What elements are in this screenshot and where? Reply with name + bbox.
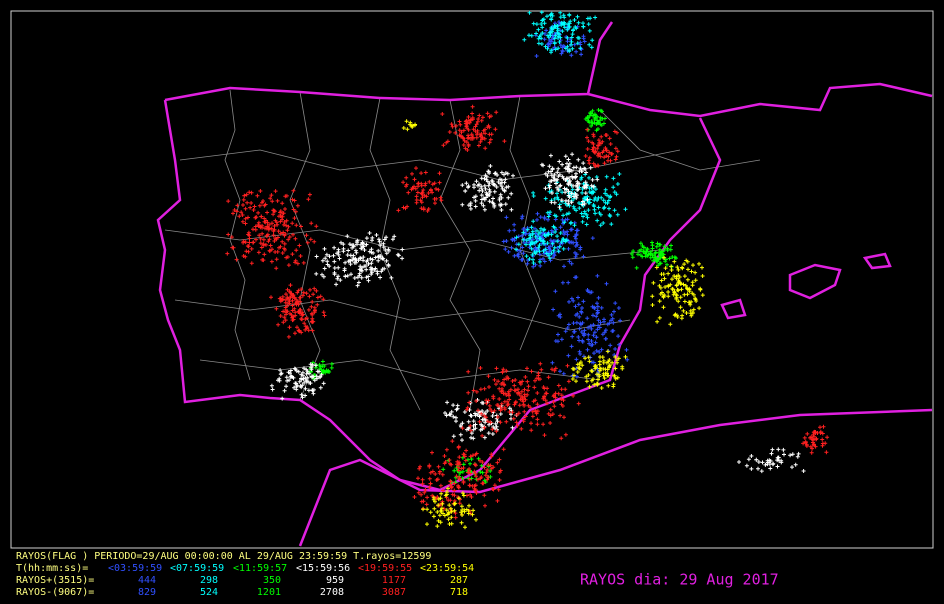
negative-count: 524 [200, 587, 218, 598]
lightning-cluster [570, 349, 628, 390]
island [862, 252, 892, 270]
negative-count: 2708 [320, 587, 344, 598]
map-frame [10, 10, 934, 549]
lightning-cluster [522, 10, 598, 55]
positive-count: 959 [326, 575, 344, 586]
period-label: <11:59:57 [233, 563, 287, 574]
border [369, 97, 421, 411]
positive-label: RAYOS+(3515)= [16, 575, 94, 586]
lightning-cluster [440, 104, 507, 152]
lightning-cluster [269, 283, 327, 339]
lightning-cluster [421, 486, 478, 530]
positive-count: 287 [450, 575, 468, 586]
negative-count: 829 [138, 587, 156, 598]
lightning-cluster [550, 273, 630, 379]
lightning-cluster [629, 240, 678, 270]
lightning-cluster [539, 152, 600, 210]
lightning-cluster [401, 119, 418, 132]
island [788, 263, 842, 300]
coast [156, 99, 722, 492]
period-label: <19:59:55 [358, 563, 412, 574]
negative-count: 3087 [382, 587, 406, 598]
lightning-cluster [531, 172, 628, 231]
lightning-cluster [314, 231, 405, 288]
lightning [225, 10, 830, 530]
border [174, 299, 631, 331]
coast [298, 408, 933, 547]
border [164, 229, 661, 261]
negative-count: 1201 [257, 587, 281, 598]
positive-count: 444 [138, 575, 156, 586]
lightning-cluster [650, 255, 705, 327]
positive-count: 1177 [382, 575, 406, 586]
period-label: <15:59:56 [296, 563, 350, 574]
border [599, 109, 761, 171]
lightning-cluster [269, 362, 326, 401]
border [289, 91, 321, 401]
lightning-cluster [396, 166, 444, 213]
negative-label: RAYOS-(9067)= [16, 587, 94, 598]
border [439, 99, 481, 411]
border [224, 89, 251, 381]
lightning-cluster [737, 447, 806, 474]
lightning-cluster [225, 188, 319, 271]
border [509, 95, 541, 351]
period-label: <07:59:59 [170, 563, 224, 574]
coastlines [156, 21, 933, 547]
period-label: <23:59:54 [420, 563, 474, 574]
lightning-cluster [460, 164, 515, 212]
positive-count: 298 [200, 575, 218, 586]
coast [587, 82, 933, 118]
island [720, 298, 747, 320]
header-line: RAYOS(FLAG ) PERIODO=29/AUG 00:00:00 AL … [16, 551, 431, 562]
lightning-cluster [583, 108, 607, 133]
period-label: <03:59:59 [108, 563, 162, 574]
lightning-cluster [583, 127, 620, 169]
lightning-cluster [460, 361, 581, 441]
lightning-cluster [514, 220, 569, 265]
lightning-cluster [801, 424, 830, 455]
time-label: T(hh:mm:ss)= [16, 563, 88, 574]
positive-count: 350 [263, 575, 281, 586]
negative-count: 718 [450, 587, 468, 598]
date-title: RAYOS dia: 29 Aug 2017 [580, 571, 779, 589]
coast [164, 21, 614, 102]
